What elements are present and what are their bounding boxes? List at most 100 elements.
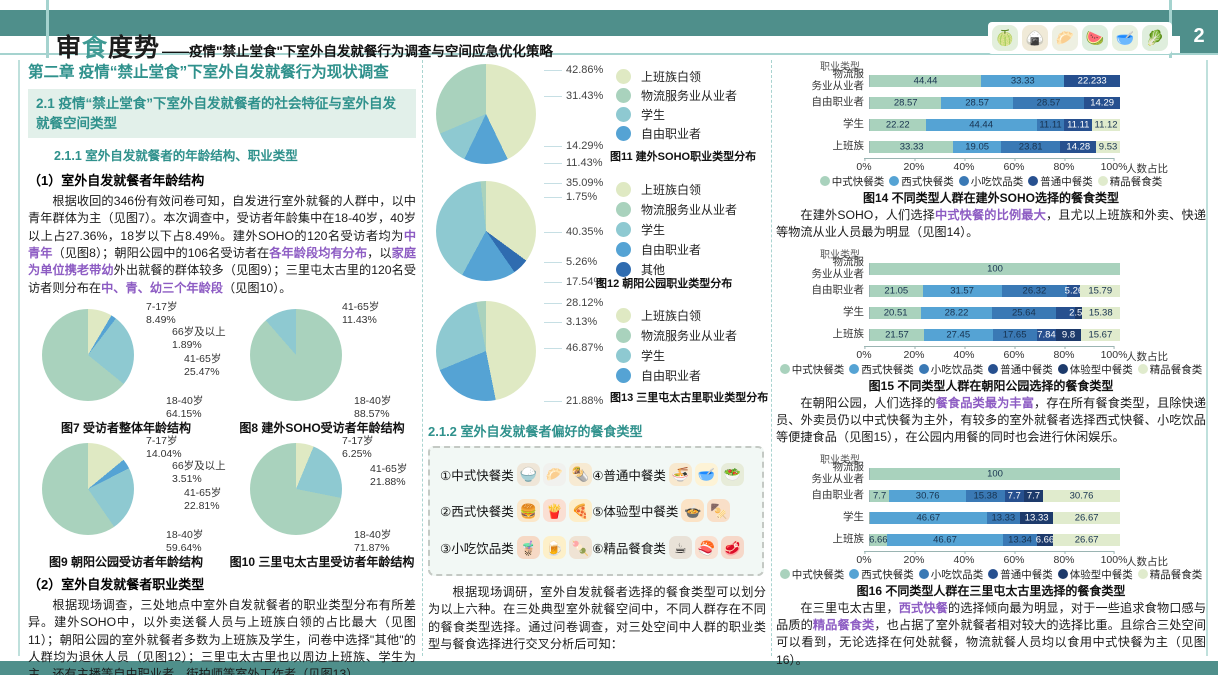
text-run: ，存在所有餐食类型，且除快递员、外卖员仍以中式快餐为主外，有较多的室外就餐者选择… <box>776 395 1207 445</box>
bar-segment-value: 13.33 <box>991 512 1016 524</box>
bar-segment-value: 9.8 <box>1061 329 1076 341</box>
legend-dot <box>918 363 929 374</box>
bar-segment: 15.79 <box>1080 284 1120 297</box>
bar-segment-value: 17.65 <box>1002 329 1027 341</box>
bar-segment-value: 14.29 <box>1090 97 1115 109</box>
bar-segment-value: 22.22 <box>885 119 910 131</box>
legend-dot <box>1137 568 1148 579</box>
bar-segment-value: 6.66 <box>869 534 888 546</box>
legend-item: 其他 <box>616 261 665 278</box>
legend-item: 西式快餐类 <box>849 362 914 377</box>
bar-segment-value: 11.11 <box>1067 119 1090 131</box>
bar-segment: 28.22 <box>921 306 992 319</box>
x-axis-tick: 20% <box>903 345 925 361</box>
legend-item: 西式快餐类 <box>889 174 954 189</box>
legend-item: 学生 <box>616 221 665 238</box>
legend-dot <box>779 568 790 579</box>
bar-segment-value: 30.76 <box>1069 490 1094 502</box>
bar-segment: 21.05 <box>870 284 923 297</box>
legend-item: 物流服务业从业者 <box>616 201 737 218</box>
legend-label: 学生 <box>641 108 666 122</box>
x-axis-tick: 40% <box>953 158 975 173</box>
text-run: 在朝阳公园，人们选择的 <box>800 395 936 410</box>
highlighted-text: 家庭为单位携老带幼 <box>28 246 417 278</box>
x-axis-label: 人数占比 <box>1126 555 1168 568</box>
pie-fig7 <box>42 309 134 402</box>
legend-item: 精品餐食类 <box>1137 567 1202 582</box>
bar-segment: 30.76 <box>1043 489 1120 502</box>
legend-dot <box>616 182 631 197</box>
highlighted-text: 各年龄段均有分布 <box>269 246 368 261</box>
food-category-label: ②西式快餐类 <box>440 505 514 520</box>
legend-dot <box>918 568 929 579</box>
logo-chars: 度势 <box>108 35 161 62</box>
bar-segment-value: 31.57 <box>950 285 974 297</box>
pie-percent-label: 40.35% <box>544 226 603 238</box>
stacked-bar: 7.7 30.76 15.38 7.7 7.7 30.76 <box>869 489 1120 502</box>
highlighted-text: 餐食品类最为丰富 <box>935 395 1034 410</box>
pie-slice-label: 7-17岁 14.04% <box>146 435 182 460</box>
pie-percent-label: 42.86% <box>544 64 603 76</box>
stacked-bar: 6.66 46.67 13.34 6.66 26.67 <box>869 533 1120 546</box>
pie-slice-label: 41-65岁 21.88% <box>370 463 408 488</box>
baozi-icon: 🥟 <box>542 462 566 486</box>
highlighted-text: 中青年 <box>28 228 416 261</box>
legend-dot <box>616 222 631 237</box>
legend-item: 物流服务业从业者 <box>616 327 737 344</box>
column-left: 第二章 疫情“禁止堂食”下室外自发就餐行为现状调查 2.1 疫情“禁止堂食”下室… <box>28 58 416 675</box>
bar-category-label: 学生 <box>843 510 864 523</box>
bar-segment-value: 6.66 <box>1035 534 1055 546</box>
section-2-1-2-title: 2.1.2 室外自发就餐者偏好的餐食类型 <box>428 424 643 439</box>
paragraph-fig14: 在建外SOHO，人们选择中式快餐的比例最大，且尤以上班族和外卖、快递等物流从业人… <box>776 207 1206 242</box>
bar-segment: 28.57 <box>1012 97 1085 109</box>
bar-segment: 22.233 <box>1064 75 1120 87</box>
bar-segment: 14.29 <box>1084 97 1120 109</box>
legend-dot <box>616 262 631 277</box>
bar-segment: 14.28 <box>1060 141 1097 153</box>
x-axis-tick: 0% <box>856 158 872 173</box>
bar-segment: 7.84 <box>1036 328 1057 341</box>
legend-dot <box>1057 568 1068 579</box>
food-category-item: ④普通中餐类 🍜 🥣 🥗 <box>592 456 752 493</box>
chart-caption: 图11 建外SOHO职业类型分布 <box>610 151 757 163</box>
column-separator-2 <box>771 60 772 656</box>
legend-item: 普通中餐类 <box>1028 174 1093 189</box>
highlighted-text: 精品餐食类 <box>812 617 875 632</box>
bar-category-label: 自由职业者 <box>811 96 865 109</box>
rice-bowl-icon: 🍚 <box>516 462 540 486</box>
bar-segment: 19.05 <box>953 141 1001 153</box>
logo-char: 审 <box>56 35 83 62</box>
page-number: 2 <box>1180 20 1218 53</box>
bar-category-label: 上班族 <box>832 327 865 340</box>
content-edge-right <box>1206 60 1208 656</box>
text-run: 在三里屯太古里， <box>800 600 899 615</box>
legend-label: 其他 <box>641 263 666 277</box>
bar-segment: 11.11 <box>1036 119 1065 131</box>
bar-segment: 27.45 <box>923 328 993 341</box>
legend-item: 学生 <box>616 106 665 123</box>
legend-dot <box>1028 176 1039 186</box>
bar-category-label: 学生 <box>843 118 864 131</box>
bar-row: 自由职业者 21.05 31.57 26.32 5.26 15.79 <box>776 280 1206 302</box>
legend-item: 普通中餐类 <box>988 567 1053 582</box>
legend-item: 精品餐食类 <box>1137 362 1202 377</box>
legend-dot <box>1097 176 1108 186</box>
x-axis-label: 人数占比 <box>1126 163 1168 175</box>
bar-legend: 中式快餐类 西式快餐类 小吃饮品类 普通中餐类 体验型中餐类 精品餐食类 <box>776 567 1206 582</box>
pie-fig11 <box>436 64 536 164</box>
bar-segment: 100 <box>870 262 1120 275</box>
paragraph-fig15: 在朝阳公园，人们选择的餐食品类最为丰富，存在所有餐食类型，且除快递员、外卖员仍以… <box>776 395 1206 447</box>
bar-row: 学生 20.51 28.22 25.64 2.56 15.38 <box>776 302 1206 324</box>
bar-segment-value: 5.26 <box>1064 285 1084 297</box>
chart-caption: 图9 朝阳公园受访者年龄结构 <box>48 555 203 570</box>
bar-legend: 中式快餐类 西式快餐类 小吃饮品类 普通中餐类 精品餐食类 <box>776 174 1206 189</box>
legend-item: 自由职业者 <box>616 367 701 384</box>
bar-segment-value: 14.28 <box>1066 141 1091 153</box>
pie-slice-label: 7-17岁 8.49% <box>146 301 178 326</box>
bar-segment: 26.67 <box>1053 533 1120 546</box>
legend-dot <box>779 363 790 374</box>
bar-category-label: 学生 <box>843 305 864 318</box>
logo-char-accent: 食 <box>82 35 109 62</box>
legend-dot <box>1057 363 1068 374</box>
decor-line-left <box>46 0 49 58</box>
